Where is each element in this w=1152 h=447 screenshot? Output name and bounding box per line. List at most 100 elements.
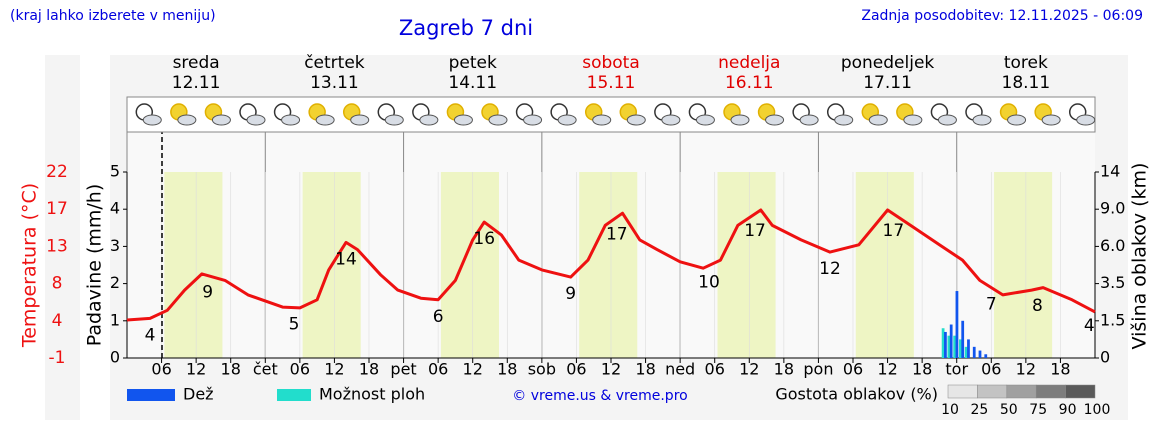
y-tick-label: 3 <box>110 236 120 255</box>
credit: © vreme.us & vreme.pro <box>512 388 687 404</box>
day-date: 12.11 <box>172 73 221 93</box>
legend-label: Dež <box>183 385 214 404</box>
day-name: četrtek <box>304 53 365 73</box>
cloud-icon <box>661 114 681 126</box>
precip-bar <box>959 339 962 358</box>
x-tick-label: 06 <box>843 360 863 379</box>
temp-tick-label: -1 <box>49 348 66 368</box>
density-tick-label: 75 <box>1029 402 1047 418</box>
cloud-icon <box>834 114 854 126</box>
temp-annotation: 12 <box>819 259 841 279</box>
temp-annotation: 9 <box>565 284 576 304</box>
temp-tick-label: 17 <box>46 199 68 219</box>
x-tick-label: 18 <box>635 360 655 379</box>
y2-tick-label: 6.0 <box>1100 236 1125 255</box>
day-date: 16.11 <box>725 73 774 93</box>
x-tick-label: 12 <box>186 360 206 379</box>
legend-swatch <box>277 389 311 401</box>
cloud-icon <box>592 114 612 126</box>
precip-bar <box>967 339 970 358</box>
cloud-icon <box>695 114 715 126</box>
x-tick-label: čet <box>253 360 278 379</box>
cloud-icon <box>419 114 439 126</box>
y2-tick-label: 9.0 <box>1100 199 1125 218</box>
cloud-icon <box>903 114 923 126</box>
day-date: 14.11 <box>448 73 497 93</box>
daylight-band <box>164 172 223 358</box>
temp-annotation: 5 <box>289 315 300 335</box>
x-tick-label: 18 <box>497 360 517 379</box>
day-name: petek <box>449 53 497 73</box>
precip-bar <box>953 335 957 358</box>
density-swatch <box>947 384 978 399</box>
legend-swatch <box>127 389 175 401</box>
density-swatch <box>1006 384 1037 399</box>
temp-annotation: 16 <box>473 229 495 249</box>
x-tick-label: 06 <box>705 360 725 379</box>
title: Zagreb 7 dni <box>399 16 533 40</box>
day-date: 17.11 <box>863 73 912 93</box>
precip-bar <box>964 346 968 358</box>
precip-bar <box>941 328 945 358</box>
x-tick-label: 12 <box>877 360 897 379</box>
cloud-icon <box>281 114 301 126</box>
precip-bar <box>949 324 953 358</box>
day-name: sreda <box>173 53 220 73</box>
temp-axis-title: Temperatura (°C) <box>19 183 41 348</box>
precip-bar <box>944 331 947 358</box>
cloud-icon <box>937 114 957 126</box>
x-tick-label: 12 <box>601 360 621 379</box>
y-tick-label: 0 <box>110 348 120 367</box>
x-tick-label: ned <box>665 360 695 379</box>
cloud-icon <box>384 114 404 126</box>
y2-axis-title: Višina oblakov (km) <box>1129 163 1151 350</box>
x-tick-label: 06 <box>290 360 310 379</box>
daylight-band <box>579 172 638 358</box>
x-tick-label: 12 <box>739 360 759 379</box>
cloud-icon <box>1041 114 1061 126</box>
temp-annotation: 6 <box>433 307 444 327</box>
cloud-icon <box>972 114 992 126</box>
y-tick-label: 2 <box>110 273 120 292</box>
y2-tick-label: 3.5 <box>1100 273 1125 292</box>
density-tick-label: 10 <box>941 402 959 418</box>
cloud-icon <box>246 114 266 126</box>
cloud-icon <box>557 114 577 126</box>
cloud-icon <box>730 114 750 126</box>
temp-tick-label: 13 <box>46 236 68 256</box>
x-tick-label: 06 <box>151 360 171 379</box>
cloud-icon <box>453 114 473 126</box>
density-swatch <box>977 384 1008 399</box>
x-tick-label: 18 <box>774 360 794 379</box>
temp-tick-label: 4 <box>52 311 63 331</box>
y2-tick-label: 1.5 <box>1100 310 1125 329</box>
cloud-icon <box>868 114 888 126</box>
cloud-icon <box>211 114 231 126</box>
temp-tick-label: 22 <box>46 162 68 182</box>
temp-annotation: 17 <box>883 221 905 241</box>
temperature-line <box>126 208 1096 322</box>
day-name: nedelja <box>718 53 780 73</box>
y2-tick-label: 14 <box>1100 162 1120 181</box>
x-tick-label: 06 <box>428 360 448 379</box>
x-tick-label: 18 <box>912 360 932 379</box>
x-tick-label: pet <box>390 360 416 379</box>
y-axis-title: Padavine (mm/h) <box>84 184 106 347</box>
cloud-icon <box>177 114 197 126</box>
y2-tick-label: 0 <box>1100 348 1110 367</box>
density-tick-label: 50 <box>1000 402 1018 418</box>
x-tick-label: 12 <box>463 360 483 379</box>
temp-annotation: 14 <box>335 249 357 269</box>
x-tick-label: sob <box>528 360 556 379</box>
temp-annotation: 7 <box>986 295 997 315</box>
x-tick-label: tor <box>945 360 968 379</box>
x-tick-label: 06 <box>981 360 1001 379</box>
legend-label: Možnost ploh <box>319 385 425 404</box>
precip-bar <box>955 291 959 358</box>
y-tick-label: 1 <box>110 310 120 329</box>
daylight-band <box>855 172 914 358</box>
cloud-icon <box>1007 114 1027 126</box>
daylight-band <box>717 172 776 358</box>
x-tick-label: 12 <box>324 360 344 379</box>
hint: (kraj lahko izberete v meniju) <box>10 8 216 24</box>
